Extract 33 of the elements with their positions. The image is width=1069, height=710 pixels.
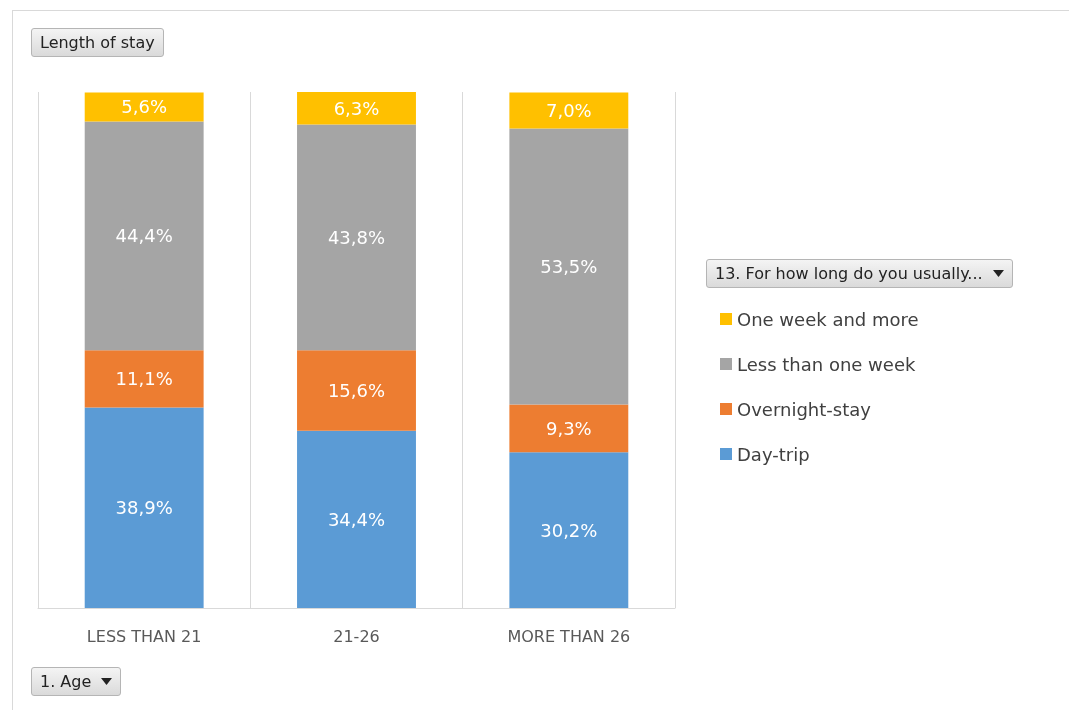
data-label: 11,1%: [115, 368, 173, 390]
x-axis-title: 1. Age: [40, 672, 92, 691]
legend-title: 13. For how long do you usually...: [715, 264, 983, 283]
bar: [509, 128, 629, 405]
data-label: 7,0%: [545, 100, 592, 122]
bar: [84, 407, 204, 608]
bar: [509, 452, 629, 608]
x-tick-label: MORE THAN 26: [507, 626, 631, 646]
data-label: 6,3%: [333, 97, 380, 119]
bar: [297, 430, 416, 608]
data-label: 5,6%: [121, 96, 168, 118]
data-label: 15,6%: [327, 379, 386, 401]
data-label: 30,2%: [540, 519, 598, 541]
bar: [84, 121, 204, 351]
legend-label: Overnight-stay: [737, 398, 872, 420]
chart-title: Length of stay: [40, 33, 155, 52]
x-tick-label: LESS THAN 21: [86, 626, 202, 646]
bar: [84, 350, 204, 408]
data-label: 53,5%: [540, 255, 598, 277]
x-tick-label: 21-26: [333, 626, 380, 646]
bar: [297, 92, 416, 125]
legend-label: One week and more: [737, 308, 919, 330]
data-label: 38,9%: [115, 497, 173, 519]
legend-label: Less than one week: [737, 353, 916, 375]
data-label: 34,4%: [327, 508, 386, 530]
bar: [297, 350, 416, 431]
data-label: 44,4%: [115, 225, 173, 247]
bar: [509, 92, 629, 129]
bar: [509, 404, 629, 453]
data-label: 43,8%: [327, 226, 386, 248]
bar: [297, 124, 416, 351]
legend-label: Day-trip: [737, 443, 810, 465]
data-label: 9,3%: [545, 417, 592, 439]
